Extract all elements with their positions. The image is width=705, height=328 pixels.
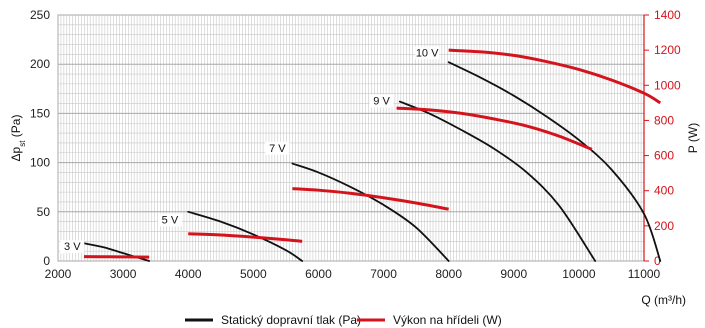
y-left-tick-label: 200 [30, 57, 50, 71]
voltage-label: 10 V [416, 47, 439, 59]
y-axis-left-title: Δpst (Pa) [9, 115, 27, 162]
x-tick-label: 5000 [240, 267, 267, 281]
x-tick-label: 8000 [435, 267, 462, 281]
y-right-tick-label: 1000 [654, 78, 681, 92]
voltage-label-bg [369, 94, 394, 108]
x-tick-label: 6000 [305, 267, 332, 281]
y-axis-right-title: P (W) [686, 123, 700, 153]
pressure-curve-10v [447, 61, 662, 262]
x-tick-label: 4000 [175, 267, 202, 281]
x-tick-label: 9000 [500, 267, 527, 281]
legend: Statický dopravní tlak (Pa) Výkon na hří… [185, 313, 502, 327]
y-left-tick-label: 150 [30, 106, 50, 120]
y-right-tick-label: 600 [654, 149, 674, 163]
pressure-curve-5v [187, 210, 304, 262]
pressure-curve-9v [398, 100, 597, 262]
legend-label-power: Výkon na hřídeli (W) [393, 313, 502, 327]
voltage-labels: 3 V 5 V 7 V 9 V 10 V [60, 46, 440, 254]
y-right-tick-label: 1400 [654, 8, 681, 22]
voltage-label: 9 V [373, 96, 390, 108]
x-tick-label: 11000 [628, 267, 661, 281]
power-curve-3v [84, 255, 150, 259]
voltage-label: 5 V [162, 215, 179, 227]
y-left-tick-label: 50 [37, 205, 51, 219]
y-right-tick-label: 400 [654, 184, 674, 198]
voltage-label: 3 V [64, 241, 81, 253]
y-left-tick-label: 0 [43, 254, 50, 268]
legend-label-pressure: Statický dopravní tlak (Pa) [221, 313, 361, 327]
right-axis-ticks: 0 200 400 600 800 1000 1200 1400 [643, 8, 681, 268]
x-tick-label: 2000 [45, 267, 72, 281]
y-right-tick-label: 200 [654, 219, 674, 233]
voltage-label-bg [157, 213, 182, 227]
power-curves [84, 48, 662, 259]
power-curve-10v [448, 48, 662, 105]
power-curve-7v [292, 187, 449, 211]
x-tick-label: 10000 [562, 267, 596, 281]
grid [57, 14, 645, 262]
x-tick-label: 7000 [370, 267, 397, 281]
voltage-label: 7 V [269, 143, 286, 155]
left-axis-ticks: 0 50 100 150 200 250 [30, 8, 50, 268]
x-axis-title: Q (m³/h) [641, 293, 686, 307]
y-right-tick-label: 0 [654, 254, 661, 268]
power-curve-9v [396, 106, 593, 151]
power-curve-5v [188, 232, 303, 243]
voltage-label-bg [265, 141, 290, 155]
y-right-tick-label: 1200 [654, 43, 681, 57]
x-axis-ticks: 2000 3000 4000 5000 6000 7000 8000 9000 10000 110… [45, 267, 661, 281]
y-left-tick-label: 100 [30, 156, 50, 170]
y-left-tick-label: 250 [30, 8, 50, 22]
voltage-label-bg [60, 240, 85, 254]
voltage-label-bg [415, 46, 440, 60]
x-tick-label: 3000 [110, 267, 137, 281]
y-right-tick-label: 800 [654, 113, 674, 127]
